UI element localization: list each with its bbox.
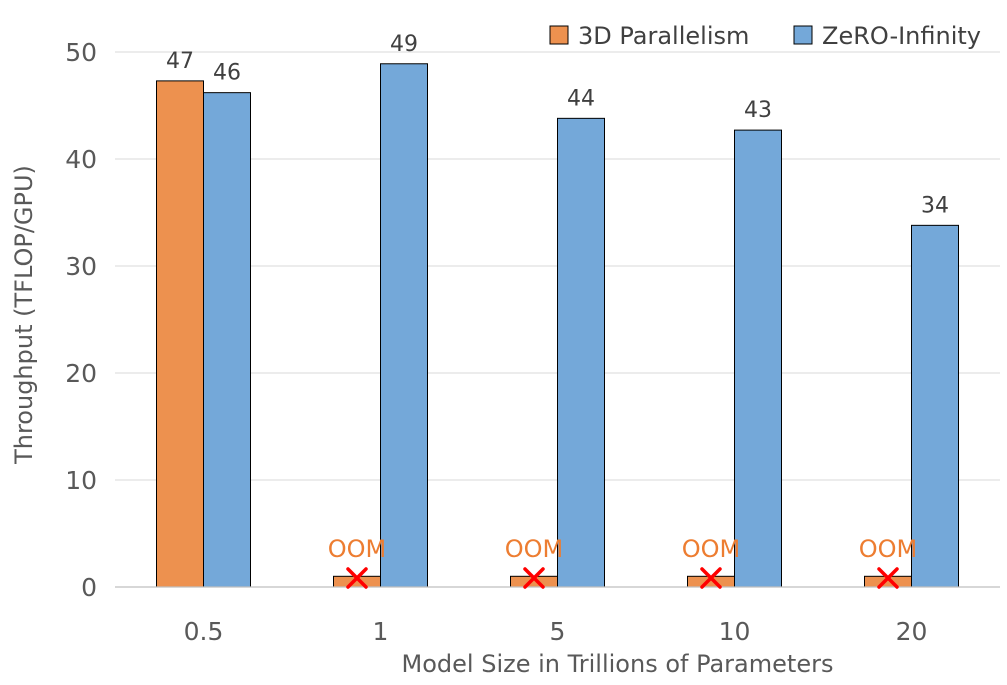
x-tick-label: 1 xyxy=(373,617,389,646)
bar-zero-infinity xyxy=(203,92,251,588)
x-tick-label: 20 xyxy=(896,617,928,646)
y-axis-title: Throughput (TFLOP/GPU) xyxy=(10,165,38,465)
x-tick-label: 0.5 xyxy=(184,617,224,646)
oom-label: OOM xyxy=(682,535,741,563)
legend-label: 3D Parallelism xyxy=(578,22,749,50)
oom-label: OOM xyxy=(859,535,918,563)
y-tick-label: 40 xyxy=(65,145,97,174)
x-tick-label: 5 xyxy=(550,617,566,646)
legend-swatch xyxy=(549,25,569,45)
data-label: 44 xyxy=(567,86,595,111)
bar-zero-infinity xyxy=(557,117,605,588)
bars xyxy=(156,63,959,588)
x-axis-title: Model Size in Trillions of Parameters xyxy=(402,650,834,678)
data-label: 47 xyxy=(166,49,194,74)
bar-zero-infinity xyxy=(911,224,959,588)
legend-label: ZeRO-Infinity xyxy=(822,22,981,50)
data-label: 43 xyxy=(744,98,772,123)
oom-label: OOM xyxy=(505,535,564,563)
oom-label: OOM xyxy=(328,535,387,563)
legend: 3D Parallelism ZeRO-Infinity xyxy=(549,22,981,50)
oom-x-marker xyxy=(877,567,899,589)
data-label: 34 xyxy=(921,193,949,218)
y-tick-label: 20 xyxy=(65,359,97,388)
data-label: 46 xyxy=(213,61,241,86)
bar-3d-parallelism xyxy=(156,80,204,588)
bar-zero-infinity xyxy=(380,63,428,588)
y-tick-label: 50 xyxy=(65,38,97,67)
oom-x-marker xyxy=(346,567,368,589)
data-labels: 47 46 OOM 49 OOM 44 OOM 43 OOM 34 xyxy=(166,32,949,589)
y-tick-label: 10 xyxy=(65,466,97,495)
x-tick-label: 10 xyxy=(719,617,751,646)
oom-x-marker xyxy=(523,567,545,589)
y-tick-label: 0 xyxy=(81,573,97,602)
y-tick-label: 30 xyxy=(65,252,97,281)
legend-swatch xyxy=(793,25,813,45)
bar-zero-infinity xyxy=(734,129,782,588)
oom-x-marker xyxy=(700,567,722,589)
data-label: 49 xyxy=(390,32,418,57)
axes: 0 10 20 30 40 50 0.5 1 5 10 20 xyxy=(65,38,1000,646)
